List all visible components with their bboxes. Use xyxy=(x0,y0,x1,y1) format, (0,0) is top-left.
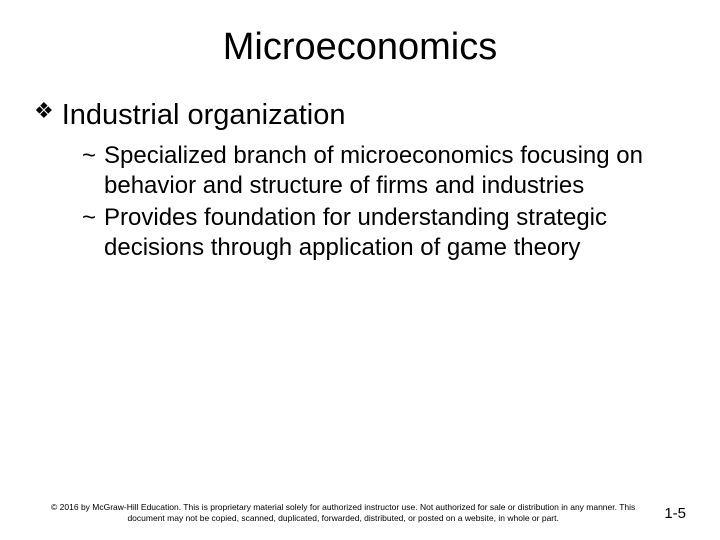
page-number: 1-5 xyxy=(664,505,686,522)
bullet-level1: ❖ Industrial organization xyxy=(34,97,686,133)
tilde-bullet-icon: ~ xyxy=(82,203,96,233)
level2-text: Provides foundation for understanding st… xyxy=(104,203,644,263)
level1-text: Industrial organization xyxy=(62,97,346,133)
bullet-level2: ~ Provides foundation for understanding … xyxy=(82,203,686,263)
level2-text: Specialized branch of microeconomics foc… xyxy=(104,141,644,201)
copyright-text: © 2016 by McGraw-Hill Education. This is… xyxy=(34,502,652,524)
bullet-level2: ~ Specialized branch of microeconomics f… xyxy=(82,141,686,201)
slide: Microeconomics ❖ Industrial organization… xyxy=(0,0,720,540)
slide-footer: © 2016 by McGraw-Hill Education. This is… xyxy=(34,502,686,524)
slide-title: Microeconomics xyxy=(34,26,686,69)
tilde-bullet-icon: ~ xyxy=(82,141,96,171)
diamond-bullet-icon: ❖ xyxy=(34,97,54,126)
